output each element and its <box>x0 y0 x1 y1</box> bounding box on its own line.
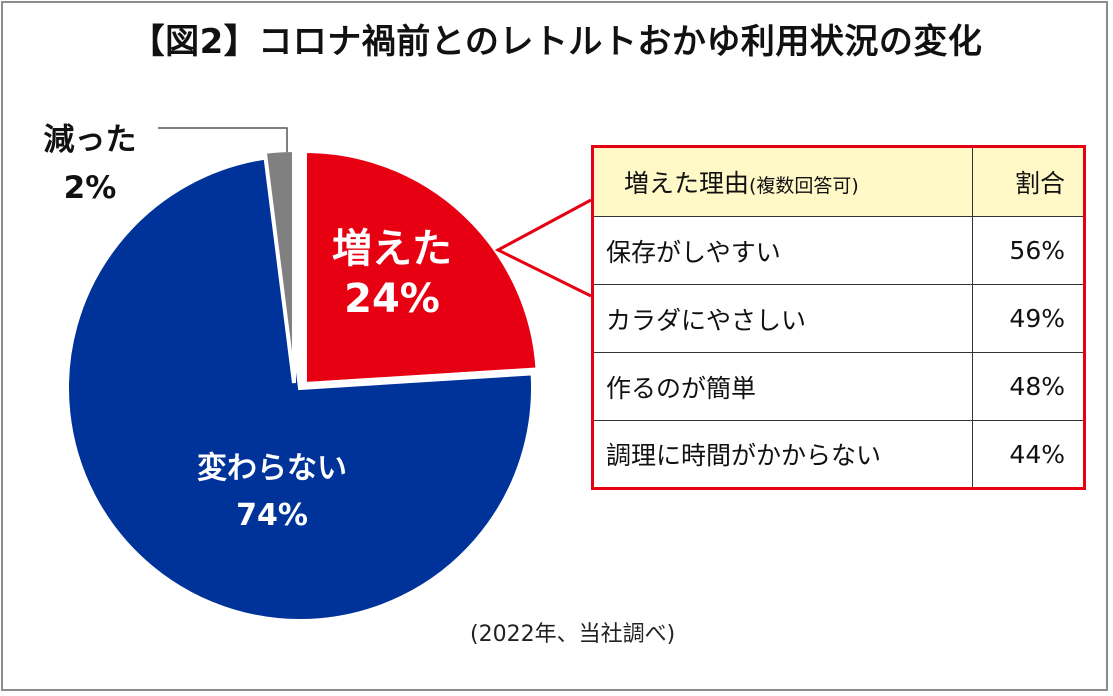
table-row: 保存がしやすい 56% <box>592 216 1085 285</box>
slice-label-0: 増えた <box>332 226 452 272</box>
slice-label-1: 変わらない <box>197 451 347 486</box>
slice-label-2: 減った <box>44 122 137 158</box>
ratio-cell: 49% <box>972 284 1085 353</box>
slice-value-0: 24% <box>344 276 440 322</box>
header-reason-label: 増えた理由 <box>624 169 750 198</box>
table-row: 調理に時間がかからない 44% <box>592 420 1085 489</box>
reason-cell: 調理に時間がかからない <box>592 420 973 489</box>
leader-line <box>158 127 288 152</box>
reasons-table: 増えた理由(複数回答可) 割合 保存がしやすい 56% カラダにやさしい 49%… <box>591 145 1086 490</box>
reason-cell: 保存がしやすい <box>592 216 973 285</box>
ratio-cell: 48% <box>972 352 1085 421</box>
source-note: (2022年、当社調べ) <box>470 622 676 647</box>
ratio-cell: 56% <box>972 216 1085 285</box>
header-reason-note: (複数回答可) <box>749 175 859 197</box>
table-row: カラダにやさしい 49% <box>592 284 1085 353</box>
table-header-row: 増えた理由(複数回答可) 割合 <box>592 146 1085 217</box>
pie-slice-1 <box>65 154 535 623</box>
header-reason: 増えた理由(複数回答可) <box>592 146 973 217</box>
slice-value-1: 74% <box>236 498 308 533</box>
slice-value-2: 2% <box>64 170 117 206</box>
reason-cell: 作るのが簡単 <box>592 352 973 421</box>
pie-slice-0 <box>303 148 540 387</box>
reason-cell: カラダにやさしい <box>592 284 973 353</box>
table-row: 作るのが簡単 48% <box>592 352 1085 421</box>
ratio-cell: 44% <box>972 420 1085 489</box>
header-ratio: 割合 <box>972 146 1085 217</box>
callout-connector <box>494 198 592 298</box>
chart-title: 【図2】コロナ禍前とのレトルトおかゆ利用状況の変化 <box>130 22 983 62</box>
pie-slice-2 <box>262 147 296 384</box>
